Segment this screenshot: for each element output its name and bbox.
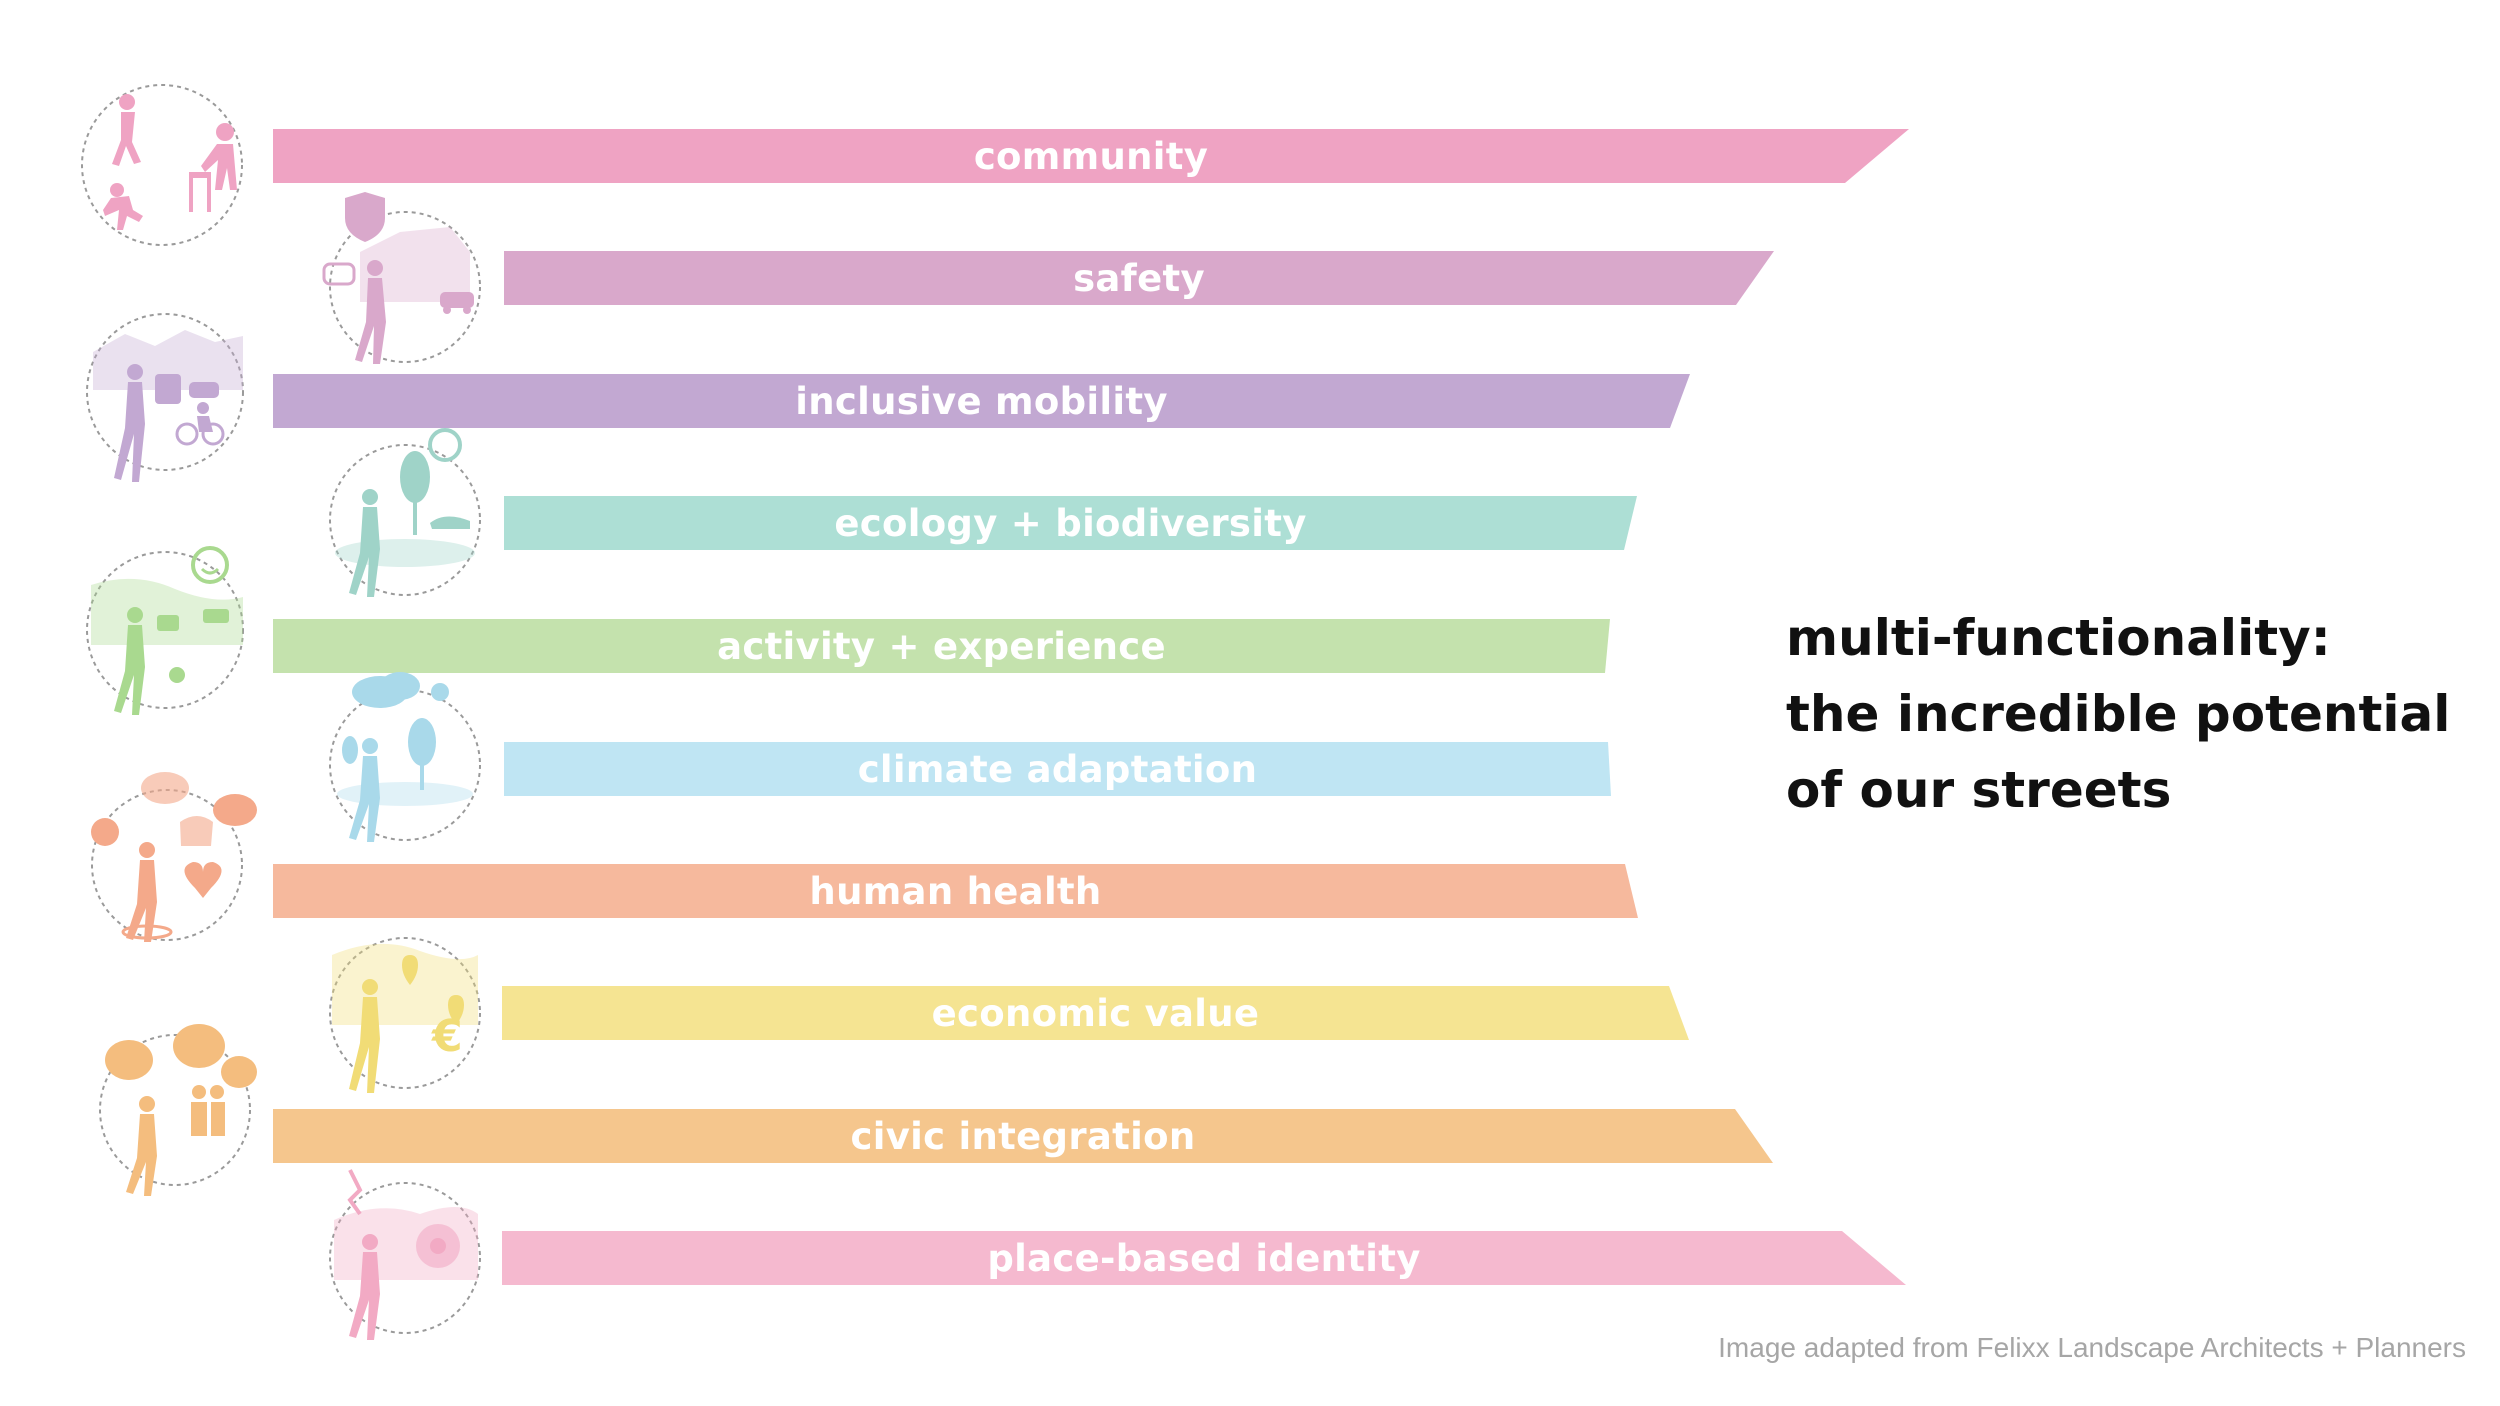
band-shape bbox=[273, 1109, 1773, 1163]
svg-text:€: € bbox=[431, 1011, 463, 1062]
band-label-civic-integration: civic integration bbox=[850, 1114, 1196, 1158]
band-human-health: human health bbox=[273, 864, 1638, 918]
safety-icon bbox=[320, 192, 490, 364]
band-civic-integration: civic integration bbox=[273, 1109, 1773, 1163]
band-label-economic-value: economic value bbox=[931, 991, 1260, 1035]
band-activity-experience: activity + experience bbox=[273, 619, 1610, 673]
band-shape bbox=[504, 496, 1637, 550]
band-inclusive-mobility: inclusive mobility bbox=[273, 374, 1690, 428]
band-safety: safety bbox=[504, 251, 1774, 305]
civic-integration-icon bbox=[95, 1020, 265, 1196]
inclusive-mobility-icon bbox=[85, 312, 255, 482]
economic-value-icon: € bbox=[320, 925, 490, 1095]
band-shape bbox=[502, 1231, 1906, 1285]
band-community: community bbox=[273, 129, 1909, 183]
ecology-biodiversity-icon bbox=[320, 425, 490, 597]
band-economic-value: economic value bbox=[502, 986, 1689, 1040]
band-label-place-based-identity: place-based identity bbox=[987, 1236, 1421, 1280]
band-shape bbox=[273, 619, 1610, 673]
climate-adaptation-icon bbox=[320, 670, 490, 842]
band-label-inclusive-mobility: inclusive mobility bbox=[795, 379, 1168, 423]
image-credit: Image adapted from Felixx Landscape Arch… bbox=[1718, 1332, 2466, 1363]
community-icon bbox=[77, 80, 247, 250]
band-shape bbox=[502, 986, 1689, 1040]
human-health-icon bbox=[85, 770, 257, 942]
band-ecology-biodiversity: ecology + biodiversity bbox=[504, 496, 1637, 550]
band-label-climate-adaptation: climate adaptation bbox=[857, 747, 1258, 791]
band-climate-adaptation: climate adaptation bbox=[504, 742, 1611, 796]
band-label-community: community bbox=[973, 134, 1209, 178]
band-label-human-health: human health bbox=[809, 869, 1102, 913]
band-shape bbox=[504, 251, 1774, 305]
band-shape bbox=[273, 129, 1909, 183]
band-label-safety: safety bbox=[1073, 256, 1205, 300]
headline-line-2: the incredible potential bbox=[1786, 685, 2451, 743]
band-shape bbox=[504, 742, 1611, 796]
headline: multi-functionality: the incredible pote… bbox=[1786, 600, 2450, 828]
band-shape bbox=[273, 374, 1690, 428]
band-place-based-identity: place-based identity bbox=[502, 1231, 1906, 1285]
headline-line-1: multi-functionality: bbox=[1786, 609, 2331, 667]
headline-line-3: of our streets bbox=[1786, 761, 2172, 819]
place-based-identity-icon bbox=[320, 1169, 490, 1340]
activity-experience-icon bbox=[85, 545, 255, 715]
band-shape bbox=[273, 864, 1638, 918]
band-label-ecology-biodiversity: ecology + biodiversity bbox=[834, 501, 1307, 545]
band-label-activity-experience: activity + experience bbox=[717, 624, 1166, 668]
